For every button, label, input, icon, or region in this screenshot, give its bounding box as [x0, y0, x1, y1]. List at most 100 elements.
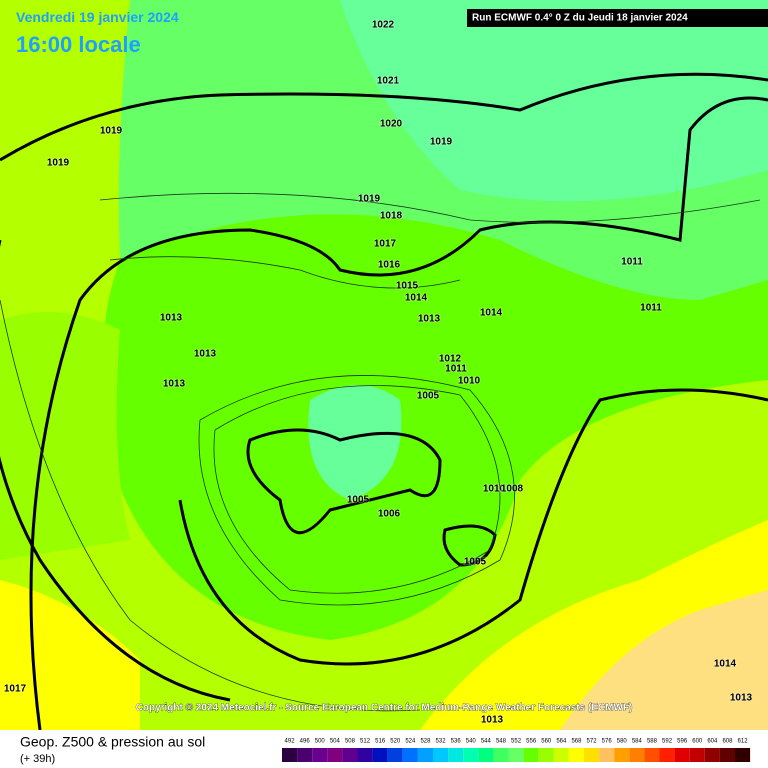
isobar-label: 1020	[380, 119, 403, 130]
scale-swatch	[568, 748, 584, 762]
date: Vendredi 19 janvier 2024	[16, 9, 179, 25]
isobar-label: 1006	[378, 509, 401, 520]
isobar-label: 1019	[358, 194, 381, 205]
scale-swatch	[704, 748, 720, 762]
isobar-label: 1014	[480, 308, 503, 319]
isobar-label: 1011	[445, 364, 467, 375]
scale-label: 504	[330, 739, 341, 745]
isobar-label: 1022	[372, 20, 395, 31]
scale-label: 528	[420, 739, 431, 745]
scale-label: 568	[571, 739, 582, 745]
isobar-label: 1008	[501, 484, 524, 495]
scale-swatch	[297, 748, 313, 762]
isobar-label: 1019	[100, 126, 123, 137]
isobar-label: 1013	[481, 715, 504, 726]
scale-swatch	[538, 748, 554, 762]
isobar-label: 1012	[439, 354, 462, 365]
scale-swatch	[719, 748, 735, 762]
footer-title: Geop. Z500 & pression au sol	[20, 734, 205, 750]
isobar-label: 1016	[378, 260, 401, 271]
scale-swatch	[387, 748, 403, 762]
scale-label: 548	[496, 739, 507, 745]
isobar-label: 1005	[347, 495, 370, 506]
scale-label: 588	[647, 739, 658, 745]
scale-label: 540	[466, 739, 477, 745]
scale-label: 492	[285, 739, 296, 745]
scale-label: 556	[526, 739, 537, 745]
isobar-label: 1005	[464, 557, 487, 568]
color-scale: 492 496 500 504 508 512 516 520 524 528 532 536 540 5…	[282, 739, 751, 762]
scale-label: 604	[707, 739, 718, 745]
scale-label: 516	[375, 739, 386, 745]
scale-swatch	[689, 748, 705, 762]
scale-swatch	[417, 748, 433, 762]
scale-swatch	[433, 748, 449, 762]
scale-label: 584	[632, 739, 643, 745]
isobar-label: 1015	[396, 281, 419, 292]
scale-label: 520	[390, 739, 401, 745]
scale-label: 544	[481, 739, 492, 745]
scale-swatch	[402, 748, 418, 762]
scale-label: 596	[677, 739, 688, 745]
isobar-label: 1017	[374, 239, 397, 250]
scale-swatch	[508, 748, 524, 762]
copyright: Copyright © 2024 Meteociel.fr - Source E…	[136, 703, 633, 714]
scale-swatch	[312, 748, 328, 762]
scale-label: 560	[541, 739, 552, 745]
isobar-label: 1019	[430, 137, 453, 148]
isobar-label: 1018	[380, 211, 403, 222]
scale-swatch	[327, 748, 343, 762]
scale-label: 564	[556, 739, 567, 745]
isobar-label: 1011	[640, 303, 662, 314]
isobar-label: 1010	[458, 376, 481, 387]
time: 16:00 locale	[16, 32, 141, 57]
scale-swatch	[523, 748, 539, 762]
isobar-label: 1021	[377, 76, 400, 87]
scale-swatch	[599, 748, 615, 762]
scale-label: 612	[738, 739, 749, 745]
isobar-label: 1014	[405, 293, 428, 304]
scale-swatch	[282, 748, 298, 762]
scale-label: 608	[722, 739, 733, 745]
isobar-label: 1013	[418, 314, 441, 325]
isobar-label: 1011	[621, 257, 643, 268]
scale-label: 508	[345, 739, 356, 745]
scale-swatch	[478, 748, 494, 762]
scale-label: 600	[692, 739, 703, 745]
scale-label: 580	[617, 739, 628, 745]
lead-time: (+ 39h)	[20, 753, 55, 765]
scale-label: 552	[511, 739, 522, 745]
scale-swatch	[372, 748, 388, 762]
scale-swatch	[463, 748, 479, 762]
scale-swatch	[674, 748, 690, 762]
scale-label: 512	[360, 739, 371, 745]
scale-swatch	[629, 748, 645, 762]
isobar-label: 1014	[714, 659, 737, 670]
scale-swatch	[448, 748, 464, 762]
isobar-label: 1017	[4, 684, 27, 695]
run-banner	[467, 9, 768, 27]
scale-swatch	[342, 748, 358, 762]
scale-swatch	[735, 748, 751, 762]
scale-label: 524	[405, 739, 416, 745]
scale-label: 496	[300, 739, 311, 745]
scale-swatch	[644, 748, 660, 762]
run-info: Run ECMWF 0.4° 0 Z du Jeudi 18 janvier 2…	[472, 13, 688, 24]
scale-swatch	[553, 748, 569, 762]
scale-label: 576	[602, 739, 613, 745]
isobar-label: 1013	[730, 693, 753, 704]
isobar-label: 1013	[163, 379, 186, 390]
isobar-label: 1013	[160, 313, 183, 324]
scale-label: 500	[315, 739, 326, 745]
isobar-lines	[0, 72, 768, 731]
isobar-label: 1010	[483, 484, 506, 495]
scale-label: 592	[662, 739, 673, 745]
scale-swatch	[614, 748, 630, 762]
isobar-labels: 1022 1021 1020 1019 1019 1019 1019 1018 1017 1016…	[3, 19, 753, 727]
scale-swatch	[584, 748, 600, 762]
scale-swatch	[659, 748, 675, 762]
scale-label: 532	[436, 739, 447, 745]
isobar-label: 1019	[47, 158, 70, 169]
scale-label: 572	[587, 739, 598, 745]
